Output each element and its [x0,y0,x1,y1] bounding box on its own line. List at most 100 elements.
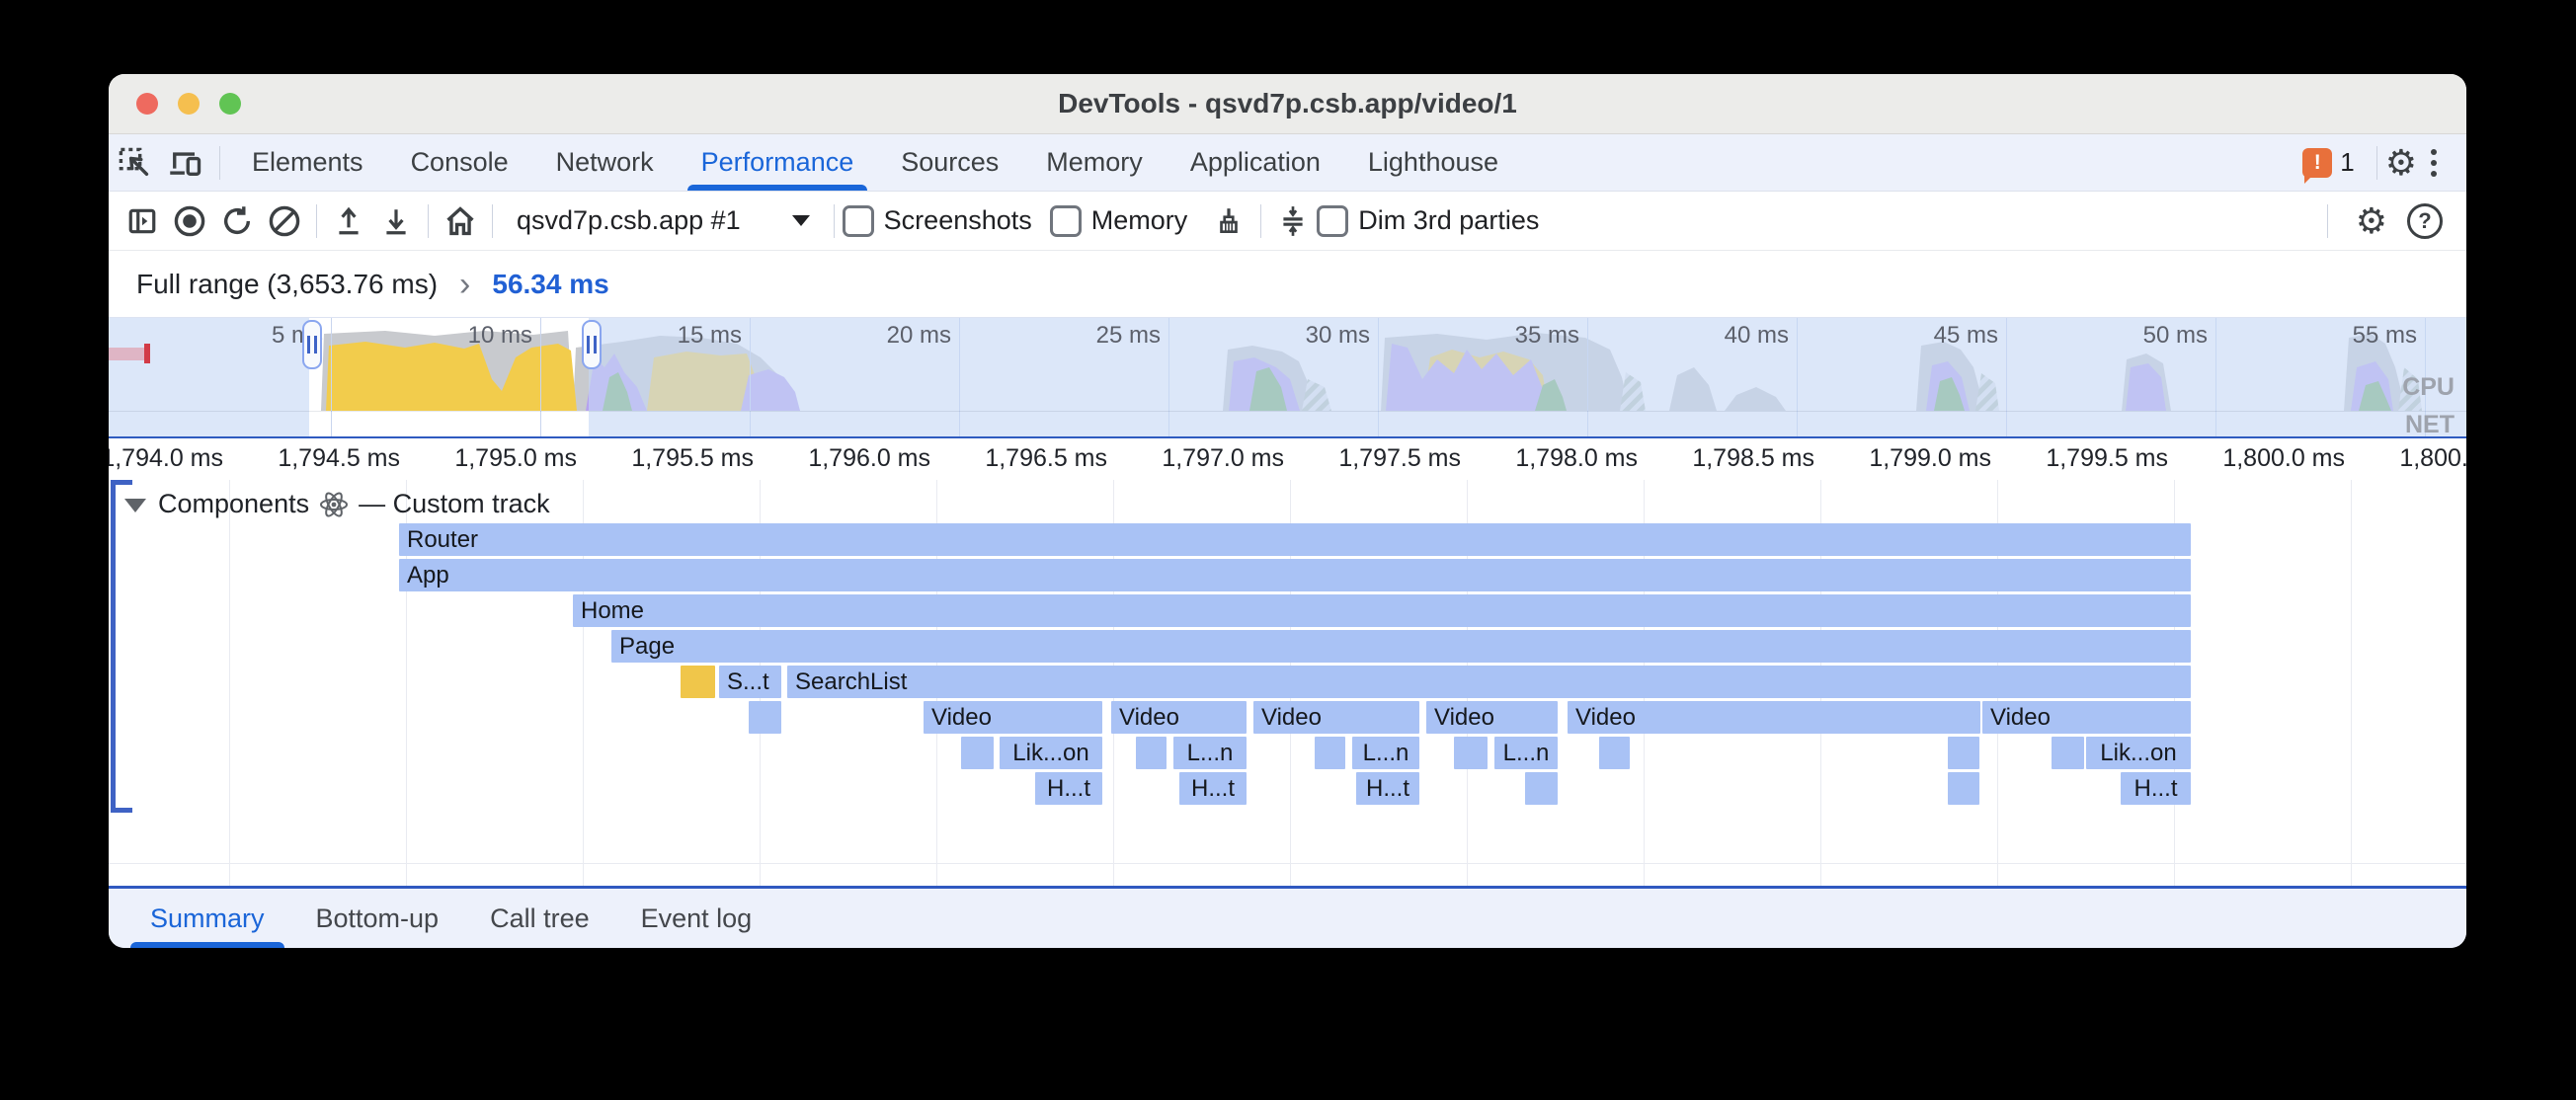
flame-bar-s-t[interactable]: S...t [719,666,781,698]
flame-bar-lik-on[interactable]: Lik...on [1000,737,1102,769]
overview-tick-label: 35 ms [1514,322,1579,349]
flame-bar-video[interactable]: Video [1111,701,1247,734]
tab-lighthouse[interactable]: Lighthouse [1367,147,1499,177]
flame-bar-l-n[interactable]: L...n [1173,737,1247,769]
tab-console[interactable]: Console [410,147,509,177]
divider [316,203,317,238]
flame-bar-home[interactable]: Home [573,594,2191,627]
tab-application[interactable]: Application [1189,147,1321,177]
details-tab-bottom-up[interactable]: Bottom-up [315,903,440,933]
memory-checkbox[interactable] [1049,204,1082,237]
home-icon[interactable] [437,199,484,243]
flame-bar[interactable] [1136,737,1167,769]
flame-bar-video[interactable]: Video [1568,701,1980,734]
divider [1260,203,1262,238]
flame-bar-video[interactable]: Video [1982,701,2191,734]
details-tab-event-log[interactable]: Event log [640,903,753,933]
device-toolbar-icon[interactable] [160,143,211,183]
screenshots-checkbox[interactable] [842,204,874,237]
track-bottom-divider [109,863,2466,864]
download-profile-icon[interactable] [372,199,420,243]
screenshots-label: Screenshots [883,205,1032,235]
selection-handle-right[interactable] [582,320,602,369]
chevron-down-icon [791,215,810,226]
selection-handle-left[interactable] [302,320,322,369]
issues-icon[interactable]: ! [2302,147,2333,184]
details-tab-bar: Summary Bottom-up Call tree Event log [109,886,2466,948]
inspect-element-icon[interactable] [109,143,160,183]
flame-bar-video[interactable]: Video [1426,701,1558,734]
divider [2375,145,2377,180]
flame-bar-video[interactable]: Video [924,701,1102,734]
grid-line [583,480,584,886]
grid-line [229,480,230,886]
close-window-button[interactable] [136,93,158,115]
flame-bar[interactable] [961,737,994,769]
flame-bar[interactable] [2052,737,2084,769]
flame-bar[interactable] [1948,737,1979,769]
flame-bar-page[interactable]: Page [611,630,2191,663]
overview-tick-label: 20 ms [886,322,951,349]
flame-bar-lik-on[interactable]: Lik...on [2086,737,2191,769]
grid-line [406,480,407,886]
tab-memory[interactable]: Memory [1046,147,1143,177]
overview-tick-label: 50 ms [2142,322,2208,349]
zoom-window-button[interactable] [219,93,241,115]
flame-bar-router[interactable]: Router [399,523,2191,556]
ruler-label: 1,798.5 ms [1692,444,1814,472]
timeline-overview[interactable]: 5 ms 10 ms 15 ms 20 ms 25 ms 30 ms 35 ms 40 ms 4… [109,317,2466,439]
flame-bar-app[interactable]: App [399,559,2191,591]
collapse-triangle-icon[interactable] [124,499,146,512]
track-header[interactable]: Components — Custom track [124,488,550,519]
record-icon[interactable] [166,199,213,243]
more-options-icon[interactable] [2417,148,2451,177]
overview-tick-label: 10 ms [467,322,532,349]
target-selector[interactable]: qsvd7p.csb.app #1 [501,205,826,236]
breadcrumb-selection[interactable]: 56.34 ms [492,269,609,299]
toggle-sidebar-icon[interactable] [119,199,166,243]
reload-record-icon[interactable] [213,199,261,243]
capture-settings-gear-icon[interactable]: ⚙ [2355,199,2387,241]
garbage-collect-icon[interactable] [1205,199,1252,243]
flame-bar-h-t[interactable]: H...t [2121,772,2191,805]
devtools-window: DevTools - qsvd7p.csb.app/video/1 Elemen… [109,74,2466,948]
flame-bar-h-t[interactable]: H...t [1356,772,1419,805]
flame-chart[interactable]: Components — Custom track Router App Home P… [109,480,2466,886]
shortcuts-dialog-icon[interactable] [1269,199,1317,243]
minimize-window-button[interactable] [178,93,200,115]
flame-bar[interactable] [1525,772,1558,805]
flame-bar-h-t[interactable]: H...t [1035,772,1102,805]
flame-bar[interactable] [1599,737,1630,769]
tab-sources[interactable]: Sources [901,147,1000,177]
issues-count[interactable]: 1 [2340,147,2355,177]
flame-bar-l-n[interactable]: L...n [1352,737,1419,769]
tab-network[interactable]: Network [555,147,654,177]
details-tab-call-tree[interactable]: Call tree [490,903,590,933]
track-selection-bracket [111,480,132,813]
details-tab-summary[interactable]: Summary [124,889,290,948]
dim-3rd-parties-checkbox[interactable] [1317,204,1349,237]
ruler-label: 1,799.0 ms [1869,444,1991,472]
settings-gear-icon[interactable]: ⚙ [2384,141,2417,183]
flame-bar-video[interactable]: Video [1253,701,1419,734]
flame-bar[interactable] [1315,737,1345,769]
flame-bar-h-t[interactable]: H...t [1179,772,1247,805]
upload-profile-icon[interactable] [325,199,372,243]
ruler-label: 1,797.0 ms [1162,444,1284,472]
performance-toolbar: qsvd7p.csb.app #1 Screenshots Memory Dim [109,192,2466,251]
help-icon[interactable]: ? [2407,202,2443,239]
tab-performance[interactable]: Performance [678,134,878,191]
ruler-label: 1,794.5 ms [278,444,400,472]
breadcrumb-full-range[interactable]: Full range (3,653.76 ms) [136,269,439,299]
flame-bar[interactable] [1948,772,1979,805]
clear-icon[interactable] [261,199,308,243]
flame-bar[interactable] [749,701,781,734]
divider [492,203,493,238]
flame-bar[interactable] [1454,737,1488,769]
flame-bar-l-n[interactable]: L...n [1494,737,1558,769]
flame-bar[interactable] [681,666,715,698]
ruler-label: 1,795.0 ms [454,444,577,472]
tab-elements[interactable]: Elements [252,147,363,177]
divider [2326,203,2328,238]
flame-bar-searchlist[interactable]: SearchList [787,666,2191,698]
